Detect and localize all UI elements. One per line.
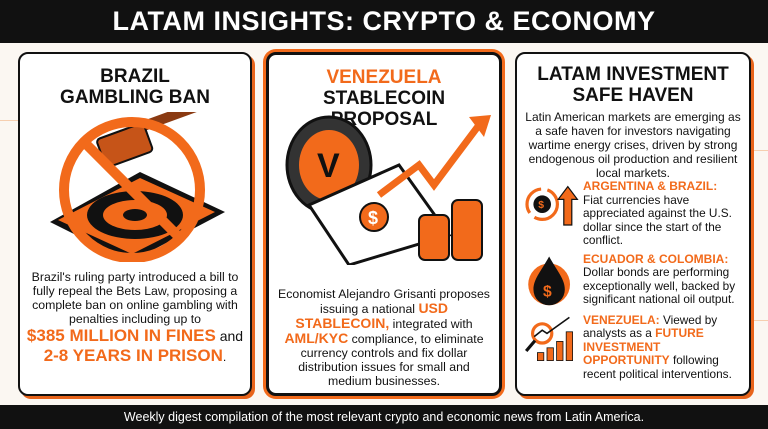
footer-caption: Weekly digest compilation of the most re… [0, 405, 768, 429]
oil-drop-dollar-icon: $ [528, 255, 571, 305]
brazil-body: Brazil's ruling party introduced a bill … [26, 270, 244, 365]
venezuela-panel: VENEZUELA STABLECOIN PROPOSAL V $ Economi… [266, 52, 502, 396]
item-text: Viewed by analysts as a [583, 312, 718, 340]
item-text-block: ECUADOR & COLOMBIA: Dollar bonds are perf… [583, 251, 747, 307]
venezuela-body-text: integrated with [389, 317, 473, 331]
latam-item-list: $ ARGENTINA & BRAZIL: Fiat currencies hav… [523, 179, 747, 382]
investment-opportunity-highlight: FUTURE INVESTMENT OPPORTUNITY [583, 326, 704, 367]
gambling-ban-illustration [50, 112, 228, 262]
item-text: following recent political interventions… [583, 353, 732, 381]
stablecoin-illustration: V $ [285, 115, 491, 265]
brazil-connector: and [215, 328, 244, 344]
coin-stack-icon [418, 199, 483, 261]
latam-intro: Latin American markets are emerging as a… [525, 110, 741, 180]
svg-text:V: V [317, 147, 340, 185]
item-heading: VENEZUELA: [583, 312, 660, 327]
stablecoin-highlight: USD STABLECOIN, [295, 300, 448, 331]
item-heading: ARGENTINA & BRAZIL: [583, 179, 718, 193]
brazil-end-punctuation: . [222, 350, 227, 364]
svg-text:$: $ [543, 283, 552, 300]
brazil-title-line2: GAMBLING BAN [60, 87, 210, 108]
list-item-ecuador-colombia: $ ECUADOR & COLOMBIA: Dollar bonds are pe… [523, 251, 747, 309]
list-item-venezuela: VENEZUELA: Viewed by analysts as a FUTUR… [523, 312, 747, 382]
svg-text:$: $ [538, 200, 544, 211]
item-text-block: VENEZUELA: Viewed by analysts as a FUTUR… [583, 312, 747, 382]
growth-arrow-icon [376, 115, 491, 198]
list-item-argentina-brazil: $ ARGENTINA & BRAZIL: Fiat currencies hav… [523, 179, 747, 248]
item-heading: ECUADOR & COLOMBIA: [583, 251, 729, 266]
bg-circuit-line [0, 120, 20, 121]
venezuela-title-line1: VENEZUELA [326, 67, 442, 88]
bg-circuit-line [752, 320, 768, 321]
item-text: Dollar bonds are performing exceptionall… [583, 265, 736, 306]
currency-exchange-up-icon: $ [525, 185, 579, 226]
aml-kyc-highlight: AML/KYC [284, 330, 349, 346]
latam-title: LATAM INVESTMENT SAFE HAVEN [517, 64, 749, 106]
brazil-prison-highlight: 2-8 YEARS IN PRISON [43, 346, 223, 365]
venezuela-title: VENEZUELA STABLECOIN PROPOSAL [269, 67, 499, 130]
brazil-panel: BRAZIL GAMBLING BAN Brazil's ruling party… [18, 52, 252, 396]
brazil-title-line1: BRAZIL [100, 66, 170, 87]
svg-text:$: $ [368, 208, 378, 228]
item-text: Fiat currencies have appreciated against… [583, 192, 732, 247]
bg-circuit-line [752, 150, 768, 151]
venezuela-title-line2: STABLECOIN PROPOSAL [322, 88, 446, 130]
item-text-block: ARGENTINA & BRAZIL: Fiat currencies have … [583, 179, 747, 248]
brazil-body-text: Brazil's ruling party introduced a bill … [31, 270, 239, 326]
venezuela-body-text: Economist Alejandro Grisanti proposes is… [278, 287, 490, 316]
venezuela-body-text: compliance, to eliminate currency contro… [298, 332, 484, 388]
brazil-title: BRAZIL GAMBLING BAN [20, 66, 250, 108]
page-title: LATAM INSIGHTS: CRYPTO & ECONOMY [0, 0, 768, 43]
latam-title-line2: SAFE HAVEN [572, 85, 694, 106]
prohibited-icon [59, 117, 205, 262]
venezuela-body: Economist Alejandro Grisanti proposes is… [275, 287, 493, 388]
coin-icon: V [285, 115, 373, 215]
latam-panel: LATAM INVESTMENT SAFE HAVEN Latin America… [515, 52, 751, 396]
latam-title-line1: LATAM INVESTMENT [537, 64, 729, 85]
magnifier-growth-chart-icon [524, 316, 573, 361]
brazil-fines-highlight: $385 MILLION IN FINES [26, 326, 216, 345]
